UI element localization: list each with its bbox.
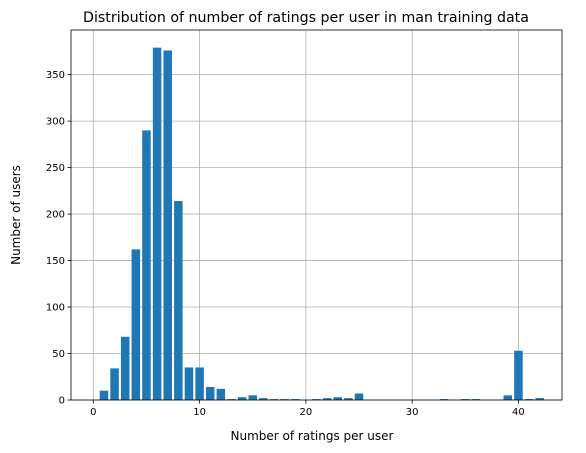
x-tick-label: 30 xyxy=(406,407,419,418)
bar xyxy=(120,336,130,400)
bar xyxy=(163,50,172,400)
bar xyxy=(142,130,151,400)
bar xyxy=(354,393,364,400)
bar xyxy=(322,398,332,400)
y-tick-label: 50 xyxy=(52,349,65,360)
y-tick-label: 350 xyxy=(46,70,65,81)
bar xyxy=(131,249,141,400)
y-tick-label: 200 xyxy=(46,210,65,221)
bar xyxy=(439,399,449,400)
bar xyxy=(333,397,343,400)
chart-title: Distribution of number of ratings per us… xyxy=(83,10,529,26)
bar xyxy=(312,399,321,400)
bar xyxy=(471,399,481,400)
x-axis-label: Number of ratings per user xyxy=(231,429,394,443)
x-tick-label: 40 xyxy=(512,407,525,418)
bar xyxy=(514,350,523,400)
plot-frame xyxy=(70,29,563,401)
bar xyxy=(174,201,183,400)
bar xyxy=(461,399,470,400)
bar xyxy=(535,398,544,400)
y-tick-label: 300 xyxy=(46,117,65,128)
bar xyxy=(237,397,247,400)
bar xyxy=(503,395,513,400)
bar xyxy=(524,399,534,400)
bar xyxy=(344,398,353,400)
bar xyxy=(248,395,257,400)
bar xyxy=(195,367,204,400)
bar xyxy=(205,386,215,400)
bar xyxy=(216,388,226,400)
bar xyxy=(290,399,300,400)
bars xyxy=(99,47,544,400)
axes: 0 10 20 30 40 0 50 100 150 200 250 300 350 xyxy=(46,29,563,418)
bar xyxy=(227,399,236,400)
y-tick-label: 0 xyxy=(59,396,65,407)
y-tick-label: 100 xyxy=(46,303,65,314)
y-tick-label: 250 xyxy=(46,163,65,174)
bar xyxy=(152,47,162,400)
bar xyxy=(269,399,279,400)
bar xyxy=(110,368,119,400)
y-axis-label: Number of users xyxy=(9,165,23,265)
bar xyxy=(184,367,194,400)
bar xyxy=(99,390,109,400)
y-tick-label: 150 xyxy=(46,256,65,267)
x-tick-label: 10 xyxy=(193,407,206,418)
x-tick-label: 0 xyxy=(90,407,96,418)
bar xyxy=(259,398,268,400)
bar xyxy=(280,399,289,400)
x-tick-label: 20 xyxy=(300,407,313,418)
